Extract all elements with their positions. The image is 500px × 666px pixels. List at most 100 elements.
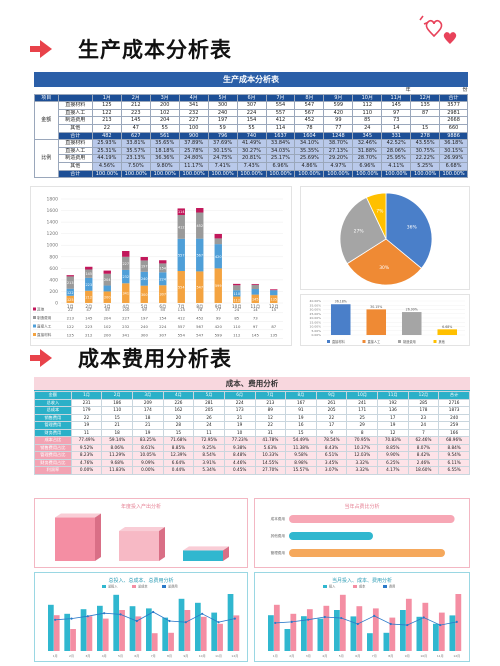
data-row: 销售费用占比 9.52% 8.06% 8.61% 8.85% 9.25% 9.38% 5.63… [34, 443, 470, 452]
mini-line-point [152, 610, 155, 614]
bar-segment [233, 290, 241, 297]
bar-segment [251, 284, 259, 290]
bar-segment [214, 233, 222, 239]
value-cell: 12.39% [162, 451, 195, 460]
bar-segment [103, 270, 111, 274]
pie-slice [385, 192, 433, 269]
header-cell: 4月 [162, 391, 195, 400]
value-cell: 8.61% [132, 443, 164, 452]
value-cell: 36.18% [439, 139, 468, 148]
value-cell: 100.00% [91, 169, 122, 179]
table-value: 554 [178, 332, 186, 337]
value-cell: 12.03% [346, 451, 378, 460]
header-cell: 11月 [381, 93, 412, 103]
table-value: 599 [215, 332, 223, 337]
value-cell: 44.19% [91, 154, 122, 164]
value-cell: 14 [381, 124, 412, 133]
x-tick-label: 8月 [196, 304, 203, 310]
data-row: 销售费用 22 15 18 20 26 21 12 19 22 25 17 23 240 [34, 413, 470, 422]
amount-row: 制造费用 213 145 204 227 197 154 412 452 99 85 73 2668 [35, 116, 468, 126]
mini-bar [433, 623, 439, 651]
x-tick-label: 4月 [122, 304, 129, 310]
mini-bar [168, 632, 174, 651]
value-cell: 135 [410, 101, 441, 110]
bar-segment [233, 285, 241, 291]
mini-legend-label: 费用 [389, 584, 395, 589]
mini-x-tick: 8月 [167, 654, 172, 658]
y-tick-label: 25.00% [310, 312, 322, 316]
mini-x-tick: 3月 [85, 654, 90, 658]
value-cell: 100.00% [120, 169, 151, 179]
value-cell [410, 116, 441, 126]
bar-data-label: 145 [252, 297, 258, 301]
value-cell: 26 [193, 413, 225, 422]
value-cell: 5.34% [193, 466, 225, 475]
y-tick-label: 1400 [47, 220, 59, 226]
mini-legend-swatch [323, 585, 327, 588]
table-value: 55 [105, 307, 110, 312]
table-value: 78 [197, 307, 202, 312]
value-cell: 7.43% [236, 162, 267, 171]
bar-segment [177, 270, 185, 303]
mini-line-point [217, 621, 220, 624]
cost-expense-table: 成本、费用分析 金额 1月 2月 3月 4月 5月 6月 7月 8月 9月 10月 11月 12月 合计总… [34, 377, 470, 475]
header-cell [57, 93, 93, 103]
value-cell: 4.17% [377, 466, 409, 475]
value-cell: 29.20% [323, 154, 354, 164]
value-cell: 561 [149, 131, 180, 141]
mini-bar [339, 594, 346, 651]
mini-bar-top [183, 546, 229, 551]
value-cell: 17 [377, 413, 409, 422]
mini-hbar-label: 其他费用 [271, 533, 286, 538]
value-cell: 112 [352, 101, 383, 110]
value-cell: 241 [346, 398, 378, 407]
mini-x-tick: 4月 [102, 654, 107, 658]
mini-bar [317, 618, 324, 651]
value-cell: 1637 [265, 131, 296, 141]
mini-bar [290, 613, 297, 651]
bar-segment [66, 295, 74, 303]
mini-legend-swatch [383, 585, 387, 588]
bar-segment [66, 275, 74, 277]
x-tick-label: 12月 [269, 304, 279, 310]
mini-line-point [439, 623, 442, 627]
value-cell: 11 [70, 428, 103, 437]
mini-hbar-label: 管理费用 [271, 550, 286, 555]
value-cell: 25.31% [91, 146, 122, 156]
table-value: 452 [196, 315, 204, 320]
row-label: 制造费用 [57, 154, 93, 164]
value-cell: 226 [162, 398, 195, 407]
ratio-bar-svg: 0.00%5.00%10.00%15.00%20.00%25.00%30.00%… [310, 299, 465, 344]
value-cell: 21 [223, 413, 256, 422]
mini-bar [129, 606, 136, 651]
mini-x-tick: 8月 [388, 654, 393, 658]
y-tick-label: 0.00% [311, 333, 321, 337]
value-cell: 8.84% [438, 443, 470, 452]
mini-line-point [103, 612, 106, 615]
value-cell: 110 [352, 108, 383, 118]
legend-label: 直接人工 [368, 339, 382, 344]
mini-line-point [184, 621, 187, 624]
bar-data-label: 232 [123, 275, 129, 279]
value-cell: 102 [149, 108, 180, 118]
mini-bar [334, 610, 340, 651]
x-tick-label: 5月 [141, 304, 148, 310]
pie-slice-label: 30% [379, 265, 390, 271]
row-label: 直接人工 [57, 146, 93, 156]
table1-title: 生产成本分析表 [34, 72, 468, 87]
table-value: 145 [85, 315, 93, 320]
table-value: 204 [104, 315, 112, 320]
mini-line-point [274, 621, 277, 625]
data-row: 管理费用 19 21 21 28 24 19 22 16 17 29 19 24 259 [34, 421, 470, 430]
header-cell: 10月 [346, 391, 378, 400]
bar-data-label: 223 [86, 283, 92, 287]
value-cell: 24.80% [178, 154, 209, 164]
mini-bar [53, 615, 60, 651]
mini-bar [211, 612, 218, 651]
value-cell: 10.05% [132, 451, 164, 460]
bar-data-label: 554 [178, 285, 184, 289]
amount-group-label: 金额 [34, 101, 59, 141]
table-value: 200 [104, 332, 112, 337]
bar-data-label: 212 [86, 295, 92, 299]
header-cell: 12月 [410, 93, 441, 103]
